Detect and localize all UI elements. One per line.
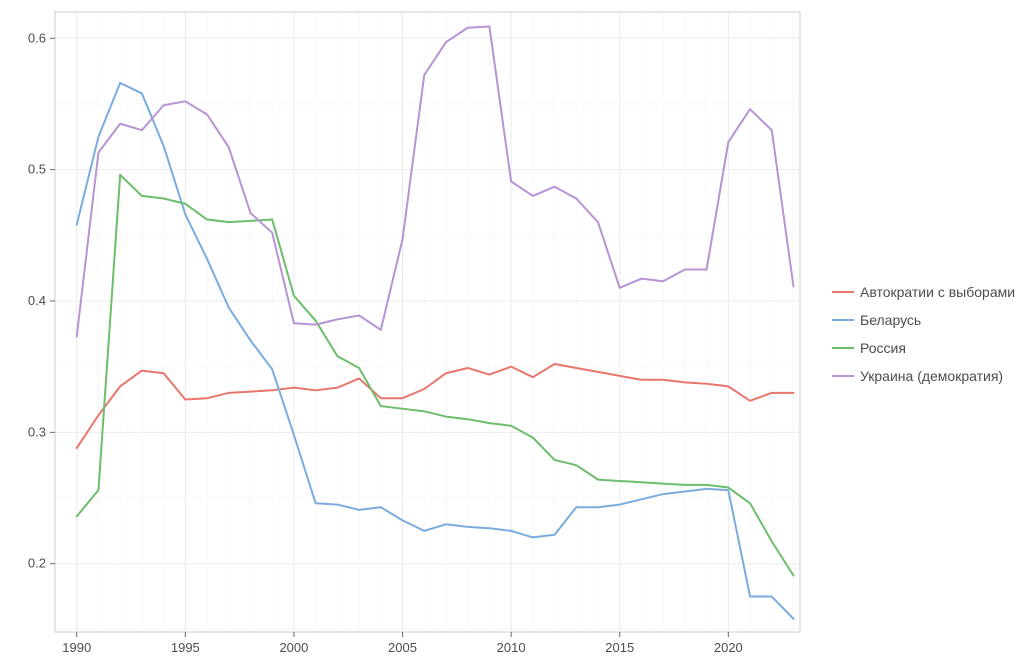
y-tick-label: 0.5 [28, 162, 46, 177]
legend-label: Россия [860, 340, 906, 356]
y-tick-label: 0.3 [28, 424, 46, 439]
y-tick-label: 0.2 [28, 556, 46, 571]
x-tick-label: 2010 [497, 640, 526, 655]
legend-label: Украина (демократия) [860, 368, 1003, 384]
y-tick-label: 0.4 [28, 293, 46, 308]
line-chart: Автократии с выборами Беларусь Россия Украи… [0, 0, 1024, 663]
x-tick-label: 2000 [279, 640, 308, 655]
x-tick-label: 1990 [62, 640, 91, 655]
chart-svg: Автократии с выборами Беларусь Россия Украи… [0, 0, 1024, 663]
x-tick-label: 1995 [171, 640, 200, 655]
legend-label: Беларусь [860, 312, 921, 328]
y-tick-label: 0.6 [28, 30, 46, 45]
x-tick-label: 2015 [605, 640, 634, 655]
x-tick-label: 2020 [714, 640, 743, 655]
x-tick-label: 2005 [388, 640, 417, 655]
legend-label: Автократии с выборами [860, 284, 1015, 300]
